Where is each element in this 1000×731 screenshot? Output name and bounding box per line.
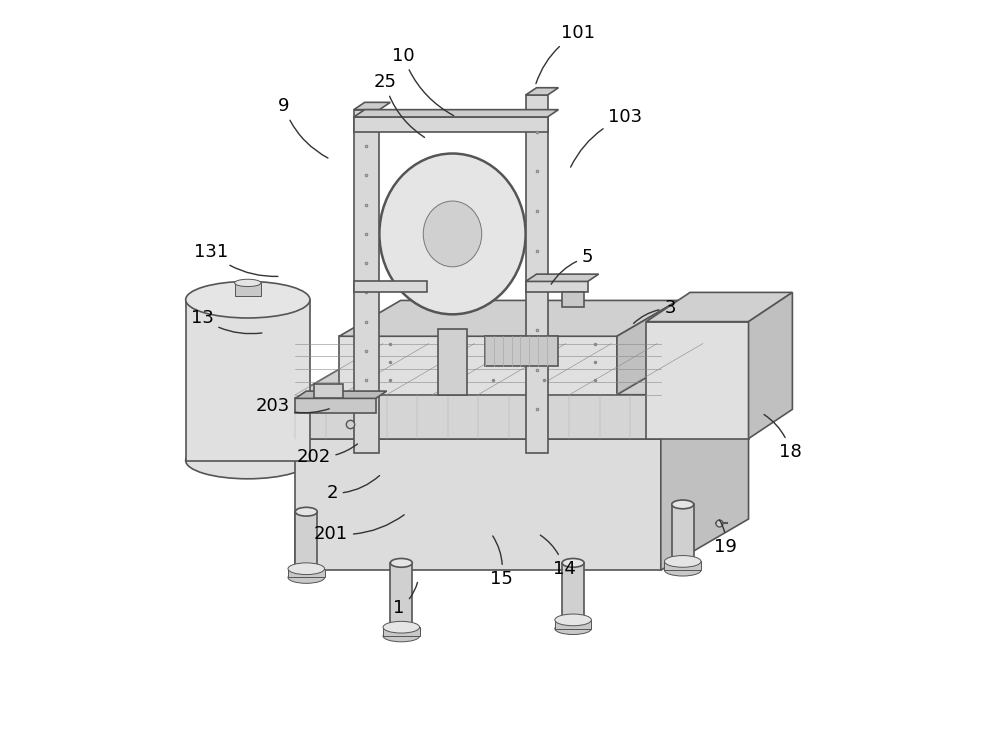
Polygon shape [354, 110, 558, 117]
Ellipse shape [672, 558, 694, 567]
Ellipse shape [664, 556, 701, 567]
Polygon shape [295, 398, 376, 413]
Polygon shape [646, 292, 792, 322]
Text: 10: 10 [392, 47, 454, 115]
Polygon shape [617, 300, 678, 395]
Polygon shape [390, 563, 412, 629]
Ellipse shape [288, 572, 325, 583]
Ellipse shape [186, 281, 310, 318]
Polygon shape [354, 281, 427, 292]
Polygon shape [661, 387, 749, 570]
Polygon shape [646, 322, 749, 439]
Text: 3: 3 [634, 300, 676, 323]
Ellipse shape [295, 507, 317, 516]
Ellipse shape [672, 500, 694, 509]
Polygon shape [295, 391, 387, 398]
Polygon shape [295, 439, 661, 570]
Ellipse shape [379, 154, 526, 314]
Text: 14: 14 [540, 535, 576, 577]
Text: 101: 101 [536, 24, 595, 83]
Text: 103: 103 [571, 108, 642, 167]
Polygon shape [438, 329, 467, 395]
Polygon shape [354, 117, 548, 132]
Text: 2: 2 [326, 476, 380, 502]
Polygon shape [288, 569, 325, 577]
Ellipse shape [383, 630, 420, 642]
Ellipse shape [562, 617, 584, 626]
Ellipse shape [555, 623, 591, 635]
Polygon shape [295, 344, 749, 395]
Polygon shape [186, 300, 310, 461]
Polygon shape [485, 336, 558, 366]
Ellipse shape [235, 292, 261, 300]
Ellipse shape [288, 563, 325, 575]
Polygon shape [526, 95, 548, 453]
Ellipse shape [390, 558, 412, 567]
Ellipse shape [186, 442, 310, 479]
Text: 1: 1 [393, 583, 417, 617]
Text: 131: 131 [194, 243, 278, 276]
Ellipse shape [235, 279, 261, 287]
Polygon shape [526, 281, 588, 292]
Polygon shape [235, 283, 261, 296]
Polygon shape [661, 344, 749, 439]
Polygon shape [555, 620, 591, 629]
Polygon shape [672, 504, 694, 563]
Polygon shape [295, 395, 661, 439]
Polygon shape [295, 512, 317, 570]
Text: 15: 15 [490, 536, 513, 588]
Polygon shape [749, 292, 792, 439]
Polygon shape [295, 387, 749, 439]
Ellipse shape [383, 621, 420, 633]
Text: 18: 18 [764, 414, 802, 461]
Ellipse shape [390, 624, 412, 633]
Text: 9: 9 [278, 97, 328, 158]
Text: 5: 5 [551, 249, 593, 284]
Text: 203: 203 [255, 397, 329, 414]
Text: 202: 202 [296, 444, 357, 466]
Polygon shape [383, 627, 420, 636]
Polygon shape [562, 292, 584, 307]
Polygon shape [562, 563, 584, 621]
Ellipse shape [295, 566, 317, 575]
Text: 13: 13 [191, 309, 262, 333]
Polygon shape [339, 300, 678, 336]
Polygon shape [339, 336, 617, 395]
Text: 19: 19 [714, 520, 737, 556]
Text: 201: 201 [314, 515, 404, 542]
Polygon shape [314, 384, 343, 398]
Polygon shape [354, 110, 379, 453]
Polygon shape [354, 102, 390, 110]
Polygon shape [526, 88, 558, 95]
Polygon shape [526, 274, 599, 281]
Polygon shape [664, 561, 701, 570]
Ellipse shape [555, 614, 591, 626]
Ellipse shape [562, 558, 584, 567]
Text: 25: 25 [373, 73, 425, 137]
Ellipse shape [423, 201, 482, 267]
Ellipse shape [664, 564, 701, 576]
